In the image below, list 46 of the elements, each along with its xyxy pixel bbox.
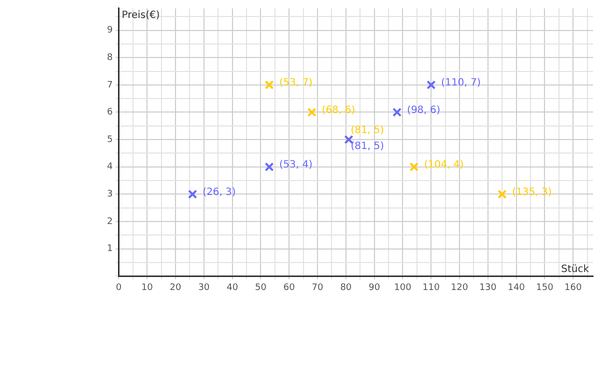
x-tick-label: 30 <box>198 282 210 293</box>
point <box>498 190 507 199</box>
x-tick-label: 70 <box>312 282 324 293</box>
y-tick-label: 8 <box>106 52 113 63</box>
point <box>264 80 274 90</box>
data-label: (53, 4) <box>279 159 313 170</box>
y-tick-label: 2 <box>106 216 113 227</box>
y-tick-label: 6 <box>106 108 113 118</box>
x-tick-label: 40 <box>226 282 238 293</box>
data-label: (110, 7) <box>441 78 481 89</box>
x-tick-label: 80 <box>340 282 352 293</box>
x-tick-label: 10 <box>141 282 154 293</box>
data-label: (26, 3) <box>202 186 236 198</box>
x-tick-label: 120 <box>450 282 468 293</box>
y-tick-label: 4 <box>106 162 113 172</box>
y-tick-label: 9 <box>106 26 113 36</box>
x-tick-label: 100 <box>394 282 412 293</box>
y-tick-label: 7 <box>106 80 113 90</box>
data-label: (104, 4) <box>424 159 464 170</box>
y-tick-label: 3 <box>106 190 113 200</box>
data-label: (68, 6) <box>322 104 356 116</box>
y-tick-label: 1 <box>106 244 113 254</box>
x-tick-label: 20 <box>170 282 182 293</box>
data-label: (81, 5) <box>350 141 384 152</box>
data-label: (81, 5) <box>350 125 384 136</box>
point <box>188 190 198 199</box>
data-label: (135, 3) <box>512 186 552 198</box>
x-tick-label: 90 <box>368 282 380 293</box>
point <box>392 108 402 117</box>
data-label: (53, 7) <box>279 78 313 89</box>
y-axis-title: Preis(€) <box>122 10 160 21</box>
x-tick-label: 50 <box>255 282 267 293</box>
x-tick-label: 150 <box>536 282 554 293</box>
y-tick-label: 5 <box>106 134 113 145</box>
x-axis-title: Stück <box>561 264 590 275</box>
x-tick-label: 0 <box>116 282 122 293</box>
point <box>307 108 316 117</box>
point <box>410 162 419 172</box>
x-tick-label: 60 <box>283 282 296 293</box>
x-tick-label: 160 <box>564 282 582 293</box>
x-tick-label: 140 <box>508 282 526 293</box>
data-label: (98, 6) <box>407 104 440 116</box>
x-tick-label: 110 <box>422 282 440 293</box>
point <box>426 80 436 90</box>
x-tick-label: 130 <box>479 282 497 293</box>
point <box>264 162 274 172</box>
